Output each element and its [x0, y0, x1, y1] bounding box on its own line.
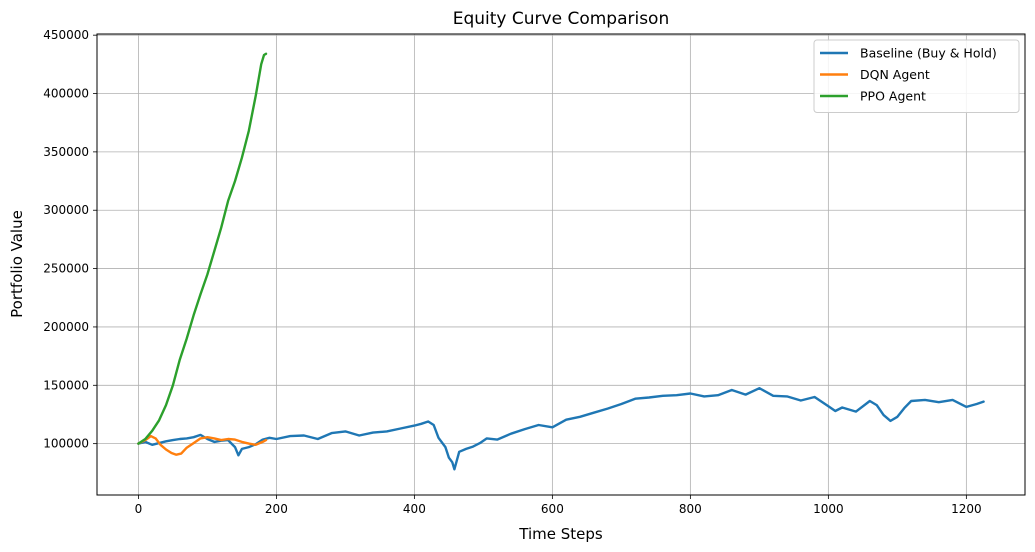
y-axis-label: Portfolio Value [8, 210, 26, 318]
y-tick-label: 150000 [43, 378, 89, 392]
legend-box [813, 39, 1020, 113]
y-tick-label: 400000 [43, 87, 89, 101]
x-tick-label: 1000 [813, 502, 844, 516]
series-line-3 [137, 52, 268, 445]
legend-label: PPO Agent [860, 89, 926, 104]
plot-frame [96, 33, 1026, 496]
x-axis-label: Time Steps [518, 525, 603, 543]
chart-title: Equity Curve Comparison [453, 9, 670, 29]
y-tick-label: 450000 [43, 28, 89, 42]
x-tick-label: 400 [403, 502, 426, 516]
legend-label: DQN Agent [860, 67, 930, 82]
y-tick-label: 350000 [43, 145, 89, 159]
y-tick-label: 300000 [43, 203, 89, 217]
x-tick-label: 1200 [951, 502, 982, 516]
series-lines [137, 52, 985, 471]
legend-label: Baseline (Buy & Hold) [860, 46, 997, 61]
x-tick-label: 800 [679, 502, 702, 516]
axis-ticks: 0 200 400 600 800 1000 1200 100000 150000 200000 2… [43, 28, 981, 516]
y-tick-label: 100000 [43, 437, 89, 451]
series-line-2 [137, 434, 268, 456]
series-line-1 [137, 387, 985, 471]
y-tick-label: 200000 [43, 320, 89, 334]
x-tick-label: 600 [541, 502, 564, 516]
x-tick-label: 200 [265, 502, 288, 516]
y-tick-label: 250000 [43, 262, 89, 276]
x-tick-label: 0 [135, 502, 143, 516]
legend: Baseline (Buy & Hold) DQN Agent PPO Agent [813, 39, 1020, 113]
